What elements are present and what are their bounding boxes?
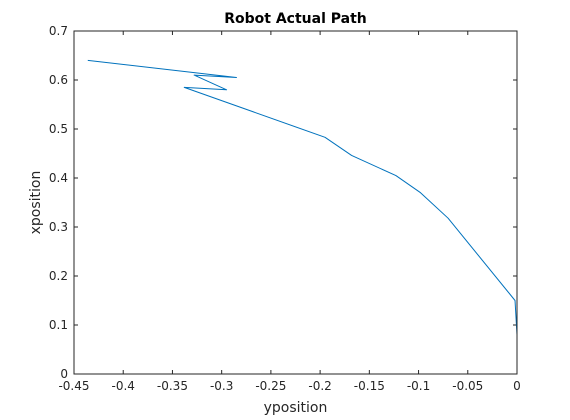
y-tick-label: 0.4 <box>49 171 68 185</box>
y-tick-label: 0.1 <box>49 318 68 332</box>
x-tick-label: -0.4 <box>112 379 135 393</box>
x-tick-label: 0 <box>513 379 521 393</box>
x-tick-label: -0.35 <box>157 379 188 393</box>
series-layer <box>87 59 518 374</box>
y-axis-label: xposition <box>28 171 44 235</box>
y-tick-label: 0.3 <box>49 220 68 234</box>
x-tick-label: -0.25 <box>255 379 286 393</box>
x-ticks: -0.45 -0.4 -0.35 -0.3 -0.25 -0.2 -0.15 -0.1 -0.0… <box>58 31 521 393</box>
y-tick-label: 0 <box>60 367 68 381</box>
y-tick-label: 0.6 <box>49 73 68 87</box>
y-ticks: 0 0.1 0.2 0.3 0.4 0.5 0.6 0.7 <box>49 24 517 381</box>
chart-title: Robot Actual Path <box>224 11 367 27</box>
x-tick-label: -0.2 <box>308 379 331 393</box>
y-tick-label: 0.5 <box>49 122 68 136</box>
y-tick-label: 0.2 <box>49 269 68 283</box>
plot-frame <box>73 30 518 375</box>
x-tick-label: -0.45 <box>58 379 89 393</box>
path-line <box>87 59 518 374</box>
y-tick-label: 0.7 <box>49 24 68 38</box>
x-tick-label: -0.15 <box>354 379 385 393</box>
x-axis-label: yposition <box>264 400 328 416</box>
x-tick-label: -0.05 <box>452 379 483 393</box>
x-tick-label: -0.1 <box>407 379 430 393</box>
x-tick-label: -0.3 <box>210 379 233 393</box>
